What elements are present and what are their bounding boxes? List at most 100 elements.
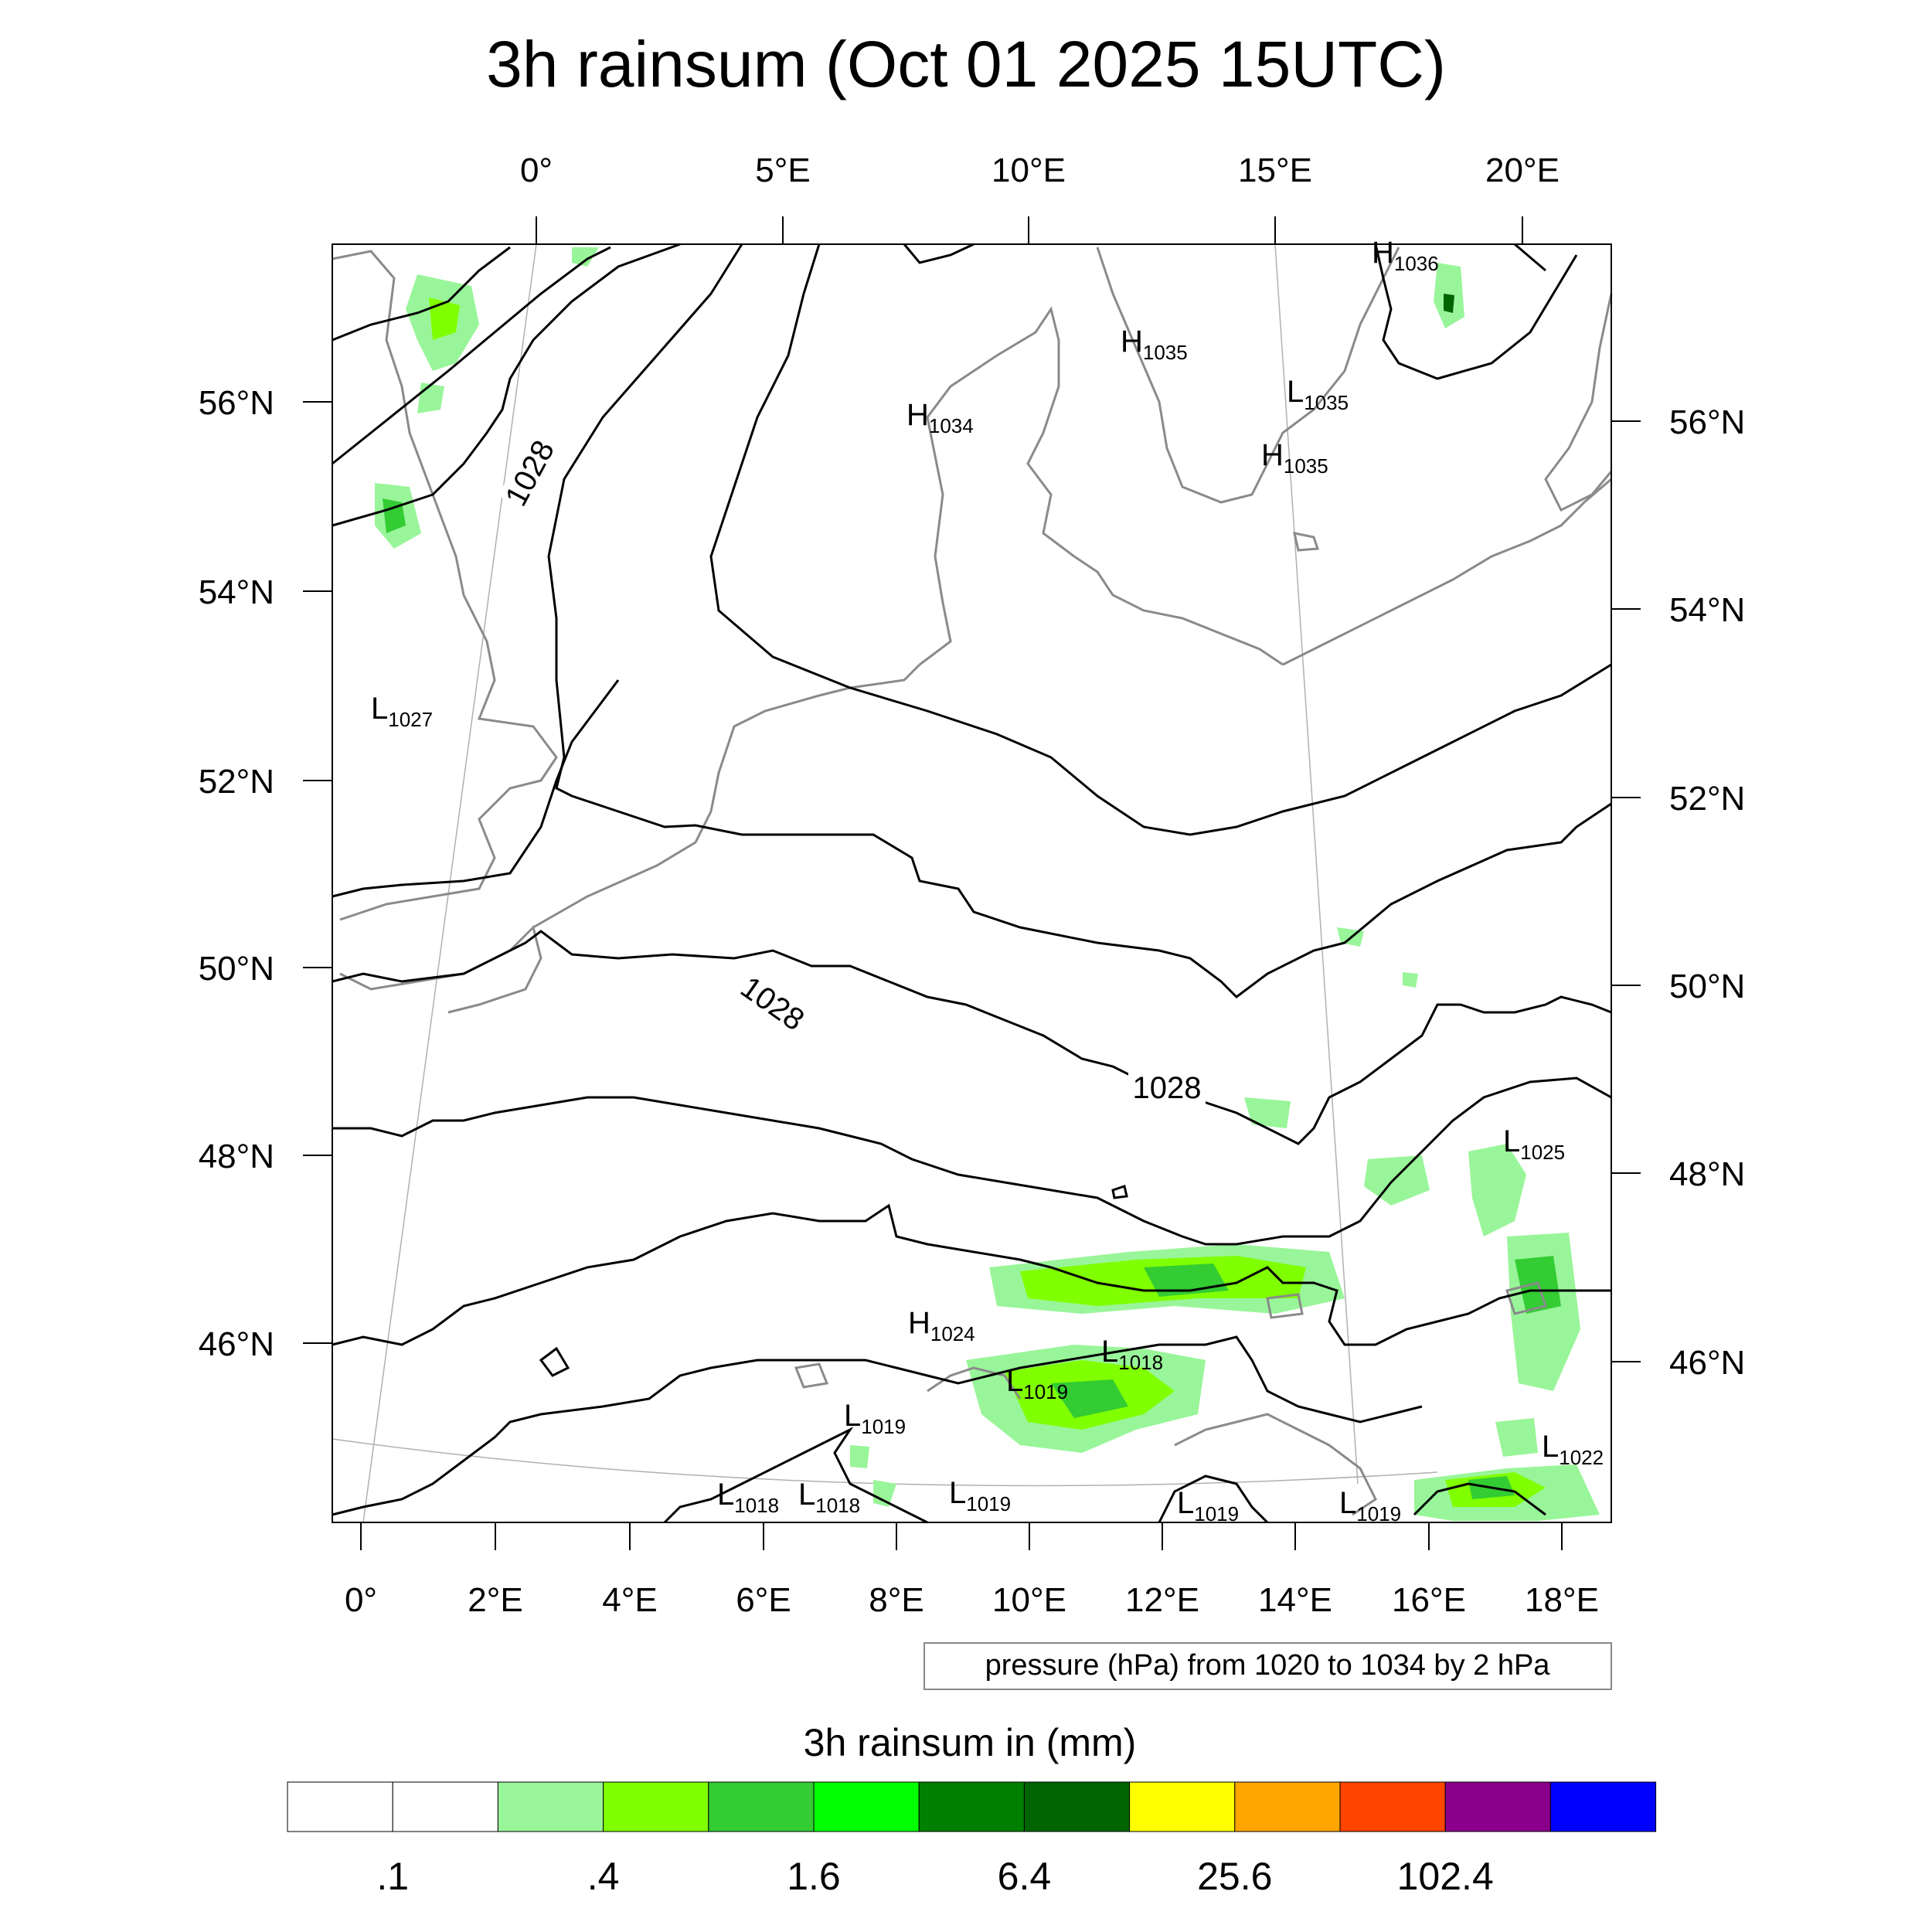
colorbar-swatch bbox=[1339, 1781, 1446, 1832]
pressure-center-low: L1019 bbox=[1006, 1364, 1068, 1403]
contour-label: 1028 bbox=[1133, 1071, 1202, 1105]
colorbar-swatch bbox=[1549, 1781, 1657, 1832]
svg-text:L1018: L1018 bbox=[717, 1478, 779, 1517]
rain-area bbox=[417, 383, 444, 413]
left-lat-label: 54°N bbox=[199, 573, 274, 611]
center-type: H bbox=[1261, 438, 1284, 472]
colorbar-swatch bbox=[392, 1781, 498, 1832]
center-type: L bbox=[371, 692, 388, 726]
map-panel: 1028 1028 1028 H1036 H1035 L1035 H1034 H… bbox=[332, 236, 1613, 1526]
colorbar: 3h rainsum in (mm) .1 .4 1.6 6.4 25.6 102.4 bbox=[287, 1721, 1657, 1898]
svg-text:H1036: H1036 bbox=[1372, 236, 1439, 275]
colorbar-swatch bbox=[813, 1781, 920, 1832]
pressure-center-high: H1035 bbox=[1261, 438, 1328, 478]
pressure-centers: H1036 H1035 L1035 H1034 H1035 L1027 L102… bbox=[371, 236, 1604, 1526]
contour-label-bg bbox=[731, 967, 815, 1039]
center-type: H bbox=[908, 1306, 930, 1340]
pressure-center-high: H1024 bbox=[908, 1306, 975, 1345]
svg-text:L1025: L1025 bbox=[1503, 1124, 1565, 1164]
rain-area bbox=[429, 298, 460, 340]
svg-text:L1018: L1018 bbox=[798, 1478, 860, 1517]
top-lon-label: 20°E bbox=[1485, 151, 1560, 189]
rain-area bbox=[1403, 972, 1418, 988]
coastline-denmark-germany bbox=[919, 306, 1284, 666]
right-lat-label: 48°N bbox=[1669, 1155, 1745, 1193]
isobar bbox=[547, 243, 1612, 998]
center-type: L bbox=[844, 1399, 861, 1433]
colorbar-tick-label: .1 bbox=[376, 1855, 409, 1898]
center-type: H bbox=[1121, 325, 1143, 359]
contour-info-box: pressure (hPa) from 1020 to 1034 by 2 hP… bbox=[923, 1642, 1612, 1690]
pressure-center-low: L1025 bbox=[1503, 1124, 1565, 1164]
rain-area bbox=[383, 498, 406, 533]
pressure-center-low: L1022 bbox=[1542, 1430, 1604, 1469]
colorbar-tick-label: .4 bbox=[587, 1855, 620, 1898]
rain-area bbox=[850, 1445, 869, 1468]
center-value: 1019 bbox=[861, 1415, 906, 1438]
center-value: 1024 bbox=[930, 1322, 975, 1345]
svg-text:L1027: L1027 bbox=[371, 692, 433, 731]
right-lat-label: 54°N bbox=[1669, 591, 1745, 629]
center-value: 1035 bbox=[1304, 391, 1349, 414]
rain-area bbox=[572, 247, 599, 267]
top-longitude-axis: 0° 5°E 10°E 15°E 20°E bbox=[520, 151, 1560, 244]
coastline-adriatic bbox=[1174, 1413, 1377, 1516]
colorbar-swatch bbox=[1444, 1781, 1551, 1832]
left-lat-label: 52°N bbox=[199, 763, 274, 801]
right-lat-label: 56°N bbox=[1669, 403, 1745, 441]
coastline-benelux bbox=[532, 663, 921, 929]
svg-text:H1024: H1024 bbox=[908, 1306, 975, 1345]
map-border bbox=[332, 243, 1612, 1523]
colorbar-swatch bbox=[1129, 1781, 1236, 1832]
rain-area bbox=[1495, 1418, 1538, 1457]
right-lat-label: 52°N bbox=[1669, 780, 1745, 818]
center-type: L bbox=[949, 1476, 966, 1510]
center-type: L bbox=[717, 1478, 734, 1512]
contour-label-bg bbox=[1128, 1071, 1206, 1105]
lake-outline bbox=[794, 1362, 829, 1389]
graticule-lines bbox=[332, 243, 1438, 1523]
contour-label-bg bbox=[498, 434, 561, 512]
svg-text:L1035: L1035 bbox=[1287, 375, 1349, 414]
isobar bbox=[332, 243, 681, 527]
center-value: 1035 bbox=[1284, 454, 1328, 478]
colorbar-tick-labels: .1 .4 1.6 6.4 25.6 102.4 bbox=[376, 1855, 1493, 1898]
colorbar-tick-label: 1.6 bbox=[787, 1855, 841, 1898]
colorbar-swatch bbox=[708, 1781, 815, 1832]
left-lat-label: 56°N bbox=[199, 384, 274, 422]
svg-text:H1035: H1035 bbox=[1121, 325, 1188, 364]
center-value: 1036 bbox=[1394, 252, 1439, 275]
coastline-bornholm bbox=[1293, 532, 1320, 552]
coastline-great-britain bbox=[332, 250, 558, 921]
center-type: L bbox=[1542, 1430, 1559, 1464]
pressure-center-low: L1019 bbox=[1177, 1486, 1239, 1526]
center-value: 1027 bbox=[388, 708, 433, 731]
pressure-center-low: L1018 bbox=[717, 1478, 779, 1517]
rain-area bbox=[1244, 1097, 1291, 1128]
info-box-border bbox=[923, 1642, 1612, 1690]
bottom-lon-label: 6°E bbox=[736, 1581, 791, 1619]
right-lat-label: 50°N bbox=[1669, 968, 1745, 1005]
svg-text:L1022: L1022 bbox=[1542, 1430, 1604, 1469]
isobar bbox=[663, 1427, 928, 1524]
svg-text:L1019: L1019 bbox=[949, 1476, 1011, 1515]
isobar bbox=[709, 243, 1612, 836]
lake-outline bbox=[1505, 1281, 1547, 1315]
left-lat-label: 46°N bbox=[199, 1325, 274, 1363]
bottom-longitude-axis: 0° 2°E 4°E 6°E 8°E 10°E 12°E 14°E 16°E 1… bbox=[345, 1522, 1599, 1619]
pressure-center-low: L1018 bbox=[798, 1478, 860, 1517]
isobar bbox=[332, 1335, 1423, 1516]
info-box-text: pressure (hPa) from 1020 to 1034 by 2 hP… bbox=[985, 1649, 1551, 1682]
colorbar-swatch bbox=[497, 1781, 604, 1832]
rain-area bbox=[1468, 1144, 1526, 1236]
center-value: 1019 bbox=[1023, 1380, 1068, 1403]
colorbar-swatch bbox=[1234, 1781, 1341, 1832]
pressure-center-low: L1035 bbox=[1287, 375, 1349, 414]
coastline-france-north bbox=[339, 925, 543, 1014]
bottom-lon-label: 8°E bbox=[869, 1581, 923, 1619]
center-value: 1035 bbox=[1143, 341, 1188, 364]
pressure-center-high: H1036 bbox=[1372, 236, 1439, 275]
top-lon-label: 0° bbox=[520, 151, 553, 189]
top-lon-label: 10°E bbox=[992, 151, 1066, 189]
